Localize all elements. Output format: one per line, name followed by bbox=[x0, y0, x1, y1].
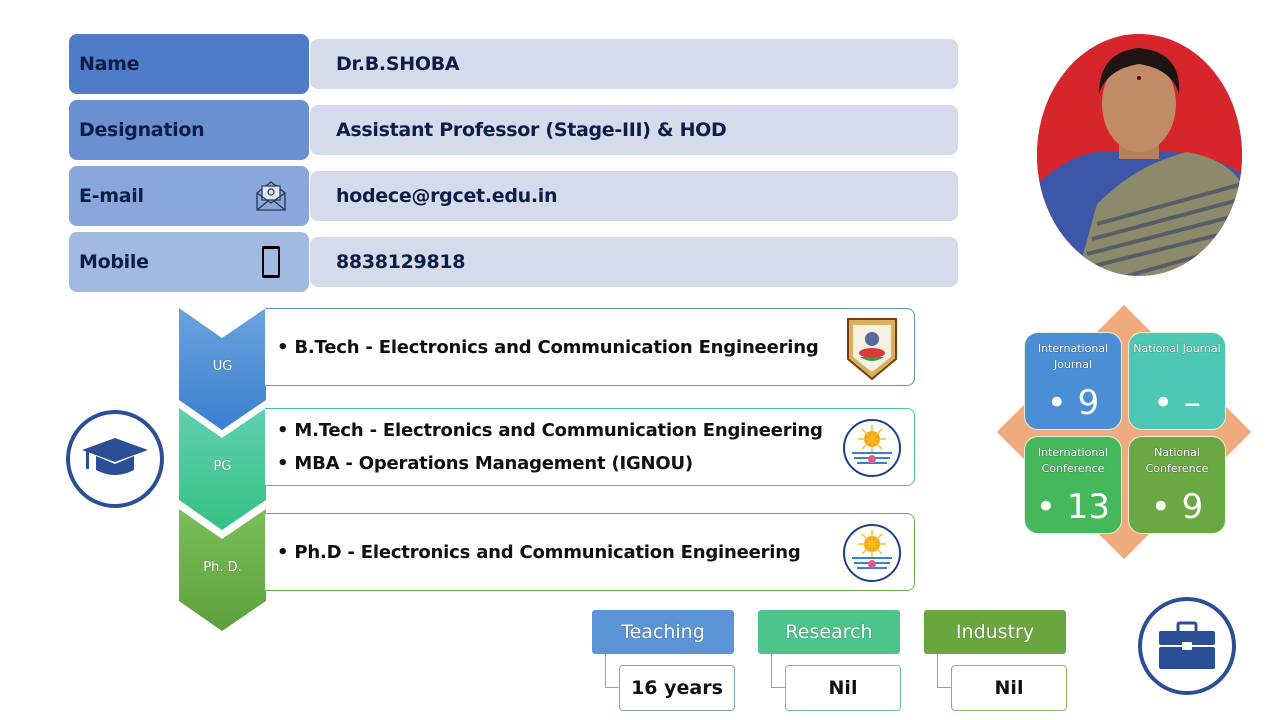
pondicherry-university-logo bbox=[843, 419, 901, 477]
profile-row-mobile: Mobile 8838129818 bbox=[69, 232, 958, 292]
ug-degree: B.Tech - Electronics and Communication E… bbox=[277, 331, 914, 364]
phd-degree: Ph.D - Electronics and Communication Eng… bbox=[277, 536, 914, 569]
experience-research-header: Research bbox=[758, 610, 900, 654]
pg-degree-mtech: M.Tech - Electronics and Communication E… bbox=[277, 414, 914, 447]
phd-label: Ph. D. bbox=[203, 560, 242, 575]
experience-industry-value: Nil bbox=[951, 665, 1067, 711]
pg-label: PG bbox=[213, 459, 232, 474]
pub-national-conference: National Conference • 9 bbox=[1128, 436, 1226, 534]
profile-row-designation: Designation Assistant Professor (Stage-I… bbox=[69, 100, 958, 160]
name-value: Dr.B.SHOBA bbox=[310, 39, 958, 89]
ug-label: UG bbox=[212, 359, 233, 374]
experience-industry-header: Industry bbox=[924, 610, 1066, 654]
profile-row-name: Name Dr.B.SHOBA bbox=[69, 34, 958, 94]
briefcase-icon bbox=[1138, 597, 1236, 695]
mobile-value: 8838129818 bbox=[310, 237, 958, 287]
graduation-cap-icon bbox=[66, 410, 164, 508]
mobile-phone-icon bbox=[262, 246, 280, 278]
connector-line bbox=[937, 654, 951, 688]
pg-chevron bbox=[179, 408, 266, 530]
ug-details: B.Tech - Electronics and Communication E… bbox=[265, 308, 915, 386]
connector-line bbox=[771, 654, 785, 688]
connector-line bbox=[605, 654, 619, 688]
profile-photo bbox=[1037, 34, 1242, 276]
mail-icon bbox=[256, 181, 286, 211]
designation-value: Assistant Professor (Stage-III) & HOD bbox=[310, 105, 958, 155]
email-link[interactable]: hodece@rgcet.edu.in bbox=[310, 171, 958, 221]
experience-teaching-header: Teaching bbox=[592, 610, 734, 654]
ug-chevron bbox=[179, 308, 266, 430]
pub-international-journal: International Journal • 9 bbox=[1024, 332, 1122, 430]
profile-row-email: E-mail hodece@rgcet.edu.in bbox=[69, 166, 958, 226]
experience-teaching-value: 16 years bbox=[619, 665, 735, 711]
experience-research-value: Nil bbox=[785, 665, 901, 711]
university-crest-logo bbox=[847, 318, 897, 381]
pg-degree-mba: MBA - Operations Management (IGNOU) bbox=[277, 447, 914, 480]
pg-details: M.Tech - Electronics and Communication E… bbox=[265, 408, 915, 486]
designation-label: Designation bbox=[69, 100, 309, 160]
pondicherry-university-logo bbox=[843, 524, 901, 582]
name-label: Name bbox=[69, 34, 309, 94]
phd-details: Ph.D - Electronics and Communication Eng… bbox=[265, 513, 915, 591]
phd-chevron bbox=[179, 509, 266, 631]
pub-international-conference: International Conference • 13 bbox=[1024, 436, 1122, 534]
pub-national-journal: National Journal • – bbox=[1128, 332, 1226, 430]
